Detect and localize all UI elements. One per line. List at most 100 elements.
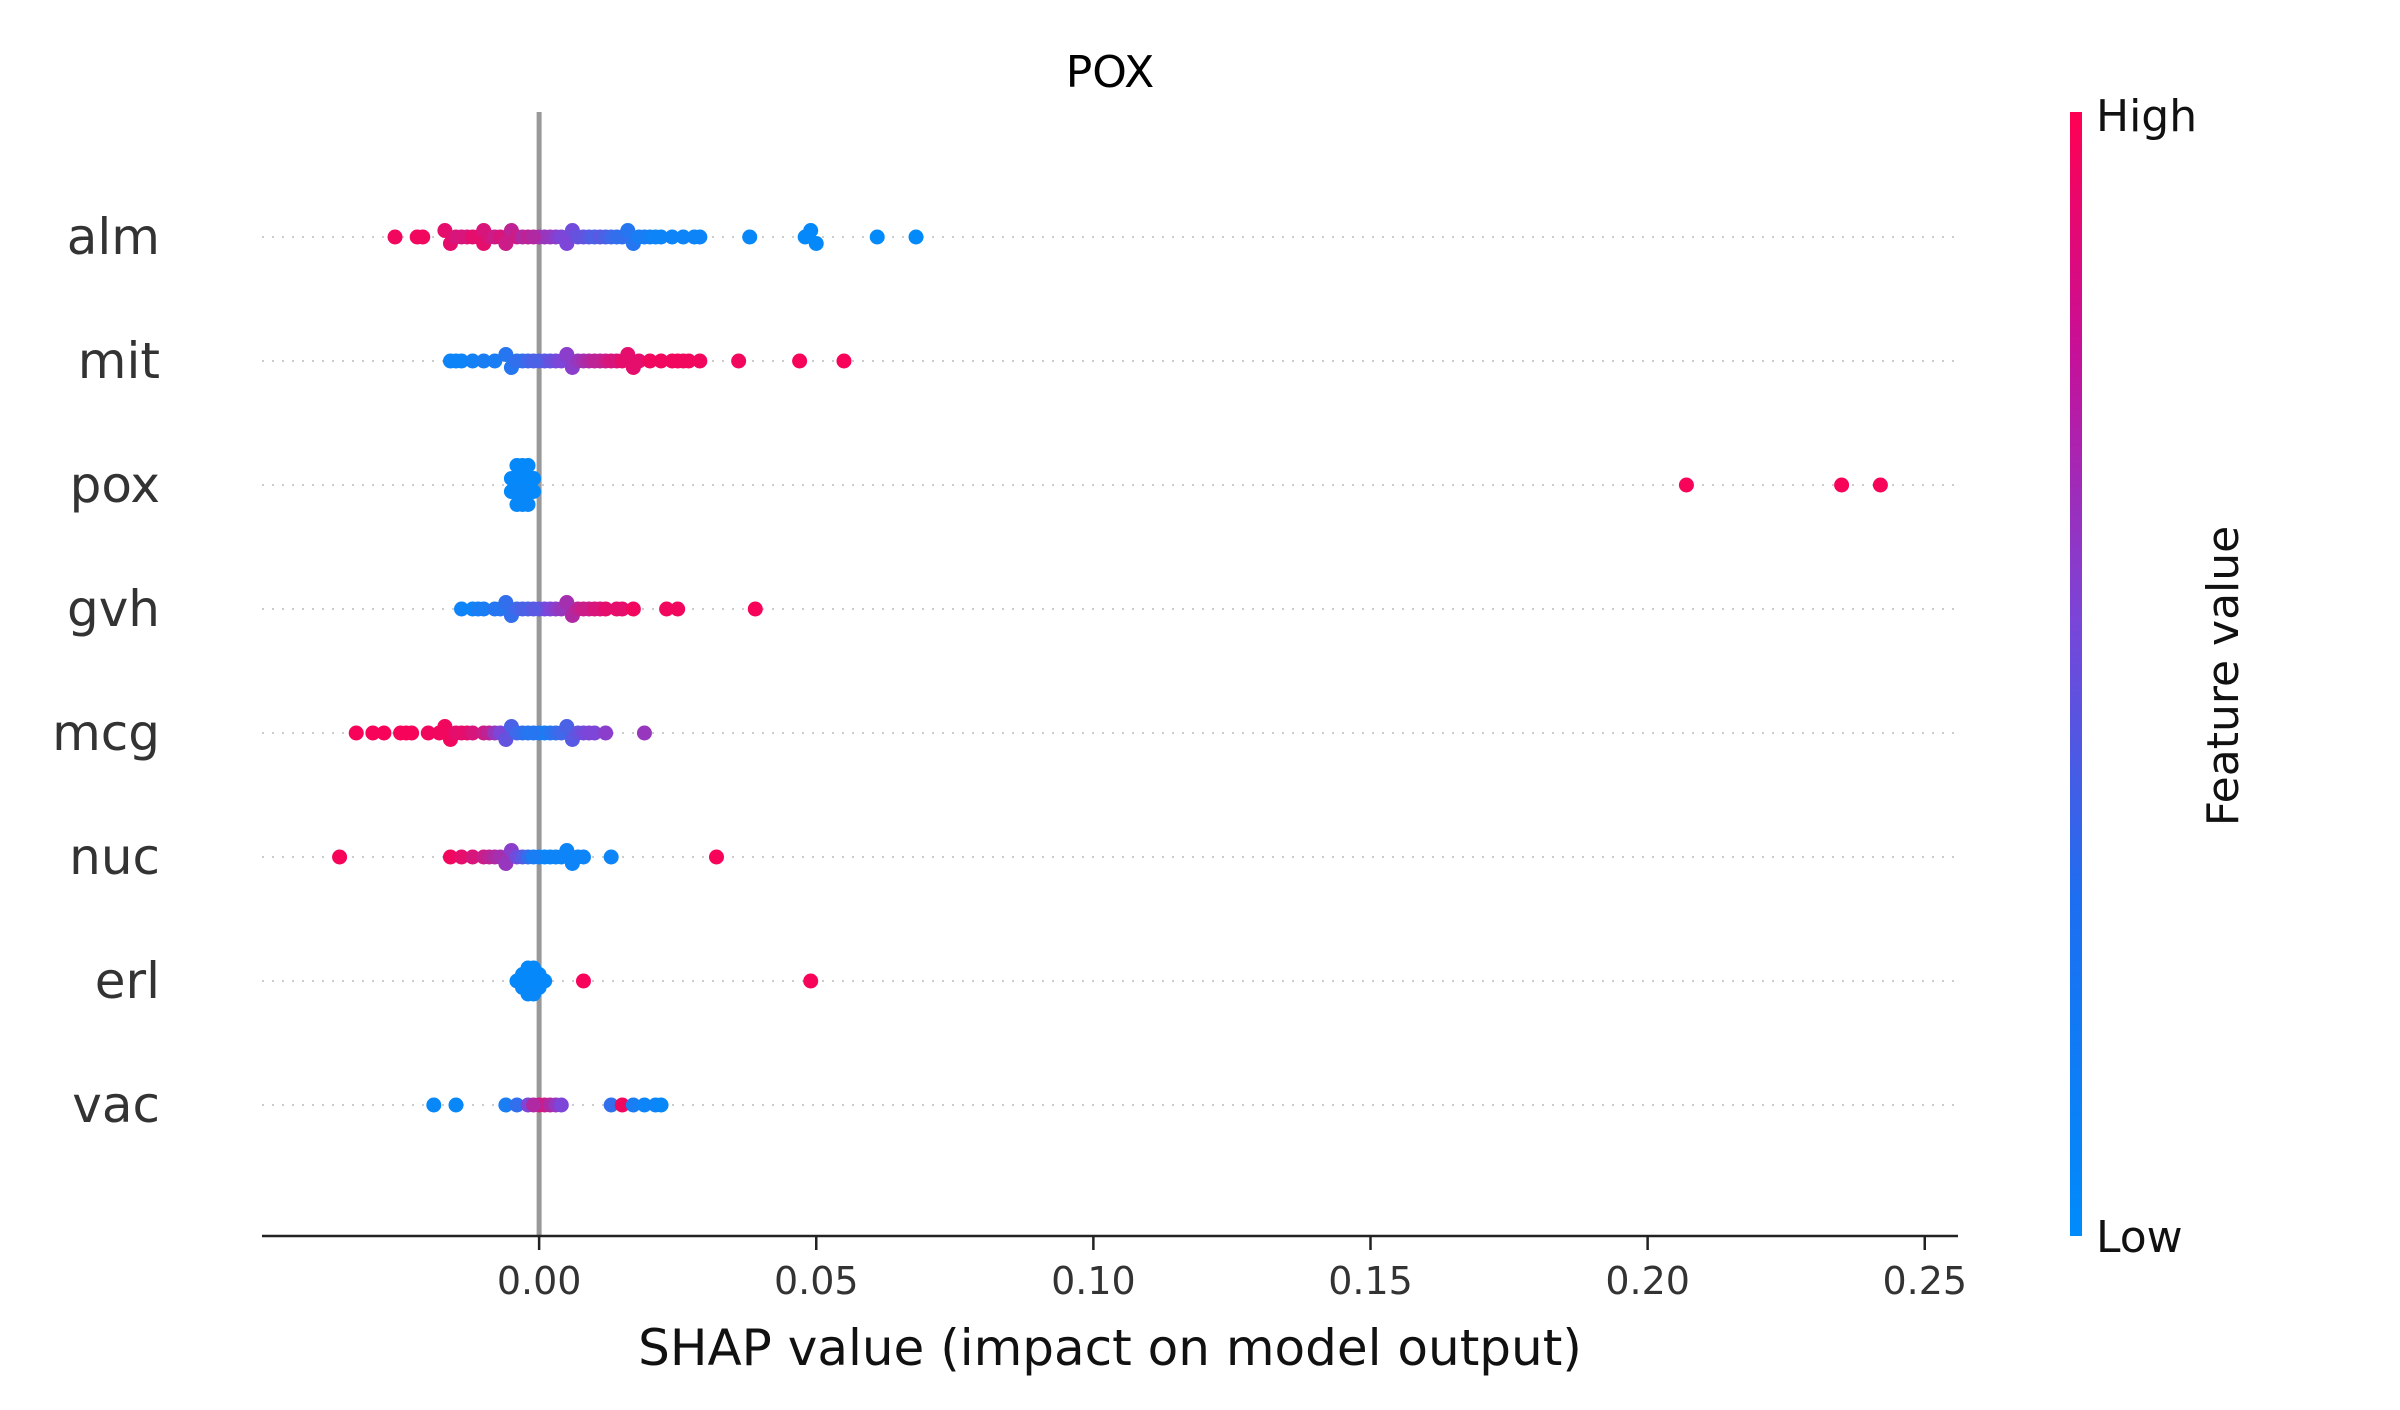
shap-point-vac: [498, 1097, 514, 1113]
shap-point-mit: [731, 353, 747, 369]
shap-point-alm: [675, 229, 691, 245]
shap-point-erl: [803, 973, 819, 989]
shap-point-mit: [836, 353, 852, 369]
shap-point-nuc: [454, 849, 470, 865]
shap-point-nuc: [332, 849, 348, 865]
shap-point-gvh: [625, 601, 641, 617]
feature-label-mcg: mcg: [52, 704, 160, 762]
shap-point-mit: [620, 347, 636, 362]
shap-point-alm: [498, 236, 514, 251]
shap-point-erl: [537, 973, 553, 989]
feature-label-alm: alm: [67, 208, 160, 266]
feature-points-pox: [503, 458, 1888, 512]
feature-label-pox: pox: [70, 456, 160, 514]
shap-point-alm: [803, 223, 819, 238]
shap-point-erl: [526, 960, 542, 976]
shap-point-mit: [526, 353, 542, 369]
shap-point-mcg: [365, 725, 381, 741]
shap-point-vac: [636, 1097, 652, 1113]
shap-point-mit: [792, 353, 808, 369]
feature-points-mit: [442, 347, 852, 375]
shap-point-alm: [908, 229, 924, 245]
feature-points-erl: [509, 960, 819, 1002]
shap-point-alm: [742, 229, 758, 245]
shap-point-gvh: [454, 601, 470, 617]
x-tick-label: 0.20: [1605, 1259, 1690, 1303]
shap-point-mcg: [420, 725, 436, 741]
feature-points-mcg: [348, 719, 652, 747]
x-axis-label: SHAP value (impact on model output): [638, 1319, 1582, 1377]
shap-point-mit: [559, 347, 575, 362]
shap-point-erl: [575, 973, 591, 989]
shap-point-nuc: [575, 849, 591, 865]
feature-points-gvh: [454, 595, 763, 623]
colorbar-title: Feature value: [2198, 526, 2249, 826]
shap-point-nuc: [442, 849, 458, 865]
shap-point-mit: [653, 353, 669, 369]
x-tick-label: 0.15: [1328, 1259, 1413, 1303]
shap-point-gvh: [526, 601, 542, 617]
shap-point-mcg: [587, 725, 603, 741]
shap-point-mit: [487, 353, 503, 369]
feature-points-alm: [387, 223, 924, 251]
shap-point-pox: [526, 484, 542, 499]
shap-point-pox: [1834, 477, 1850, 493]
colorbar-low-label: Low: [2096, 1212, 2183, 1263]
shap-point-gvh: [598, 601, 614, 617]
x-axis-ticks: 0.00 0.05 0.10 0.15 0.20 0.25: [497, 1236, 1967, 1303]
shap-point-alm: [437, 223, 453, 238]
x-tick-label: 0.00: [497, 1259, 582, 1303]
shap-point-gvh: [498, 595, 514, 610]
shap-point-gvh: [659, 601, 675, 617]
shap-point-mit: [476, 353, 492, 369]
feature-label-mit: mit: [78, 332, 160, 390]
chart-title: POX: [1066, 47, 1155, 98]
shap-point-vac: [553, 1097, 569, 1113]
shap-point-mcg: [376, 725, 392, 741]
feature-label-nuc: nuc: [69, 828, 160, 886]
shap-point-vac: [614, 1097, 630, 1113]
shap-point-mit: [465, 353, 481, 369]
shap-point-mcg: [465, 725, 481, 741]
shap-point-alm: [526, 229, 542, 245]
shap-point-nuc: [559, 843, 575, 858]
shap-point-alm: [692, 229, 708, 245]
shap-point-pox: [526, 471, 542, 486]
shap-point-erl: [526, 973, 542, 989]
shap-point-gvh: [747, 601, 763, 617]
shap-point-vac: [625, 1097, 641, 1113]
x-tick-label: 0.25: [1882, 1259, 1967, 1303]
shap-point-vac: [509, 1097, 525, 1113]
shap-point-erl: [526, 986, 542, 1002]
shap-point-alm: [620, 223, 636, 238]
shap-point-gvh: [476, 601, 492, 617]
shap-point-alm: [415, 229, 431, 245]
shap-point-gvh: [614, 601, 630, 617]
shap-point-mcg: [404, 725, 420, 741]
shap-point-mcg: [636, 725, 652, 741]
shap-point-mit: [681, 353, 697, 369]
shap-point-vac: [526, 1097, 542, 1113]
feature-label-gvh: gvh: [67, 580, 160, 638]
feature-points-nuc: [332, 843, 724, 871]
shap-point-mit: [692, 353, 708, 369]
shap-point-mit: [631, 353, 647, 369]
shap-point-nuc: [498, 856, 514, 871]
shap-point-alm: [653, 229, 669, 245]
shap-point-nuc: [465, 849, 481, 865]
x-tick-label: 0.10: [1051, 1259, 1136, 1303]
shap-point-nuc: [708, 849, 724, 865]
feature-labels: alm mit pox gvh mcg nuc erl vac: [52, 208, 160, 1134]
shap-points: [332, 223, 1888, 1113]
shap-point-mcg: [526, 725, 542, 741]
shap-point-mit: [498, 347, 514, 362]
shap-point-mit: [642, 353, 658, 369]
shap-point-vac: [603, 1097, 619, 1113]
shap-point-pox: [520, 458, 536, 473]
shap-point-pox: [1872, 477, 1888, 493]
shap-point-nuc: [603, 849, 619, 865]
shap-point-mcg: [348, 725, 364, 741]
feature-label-vac: vac: [72, 1076, 160, 1134]
shap-point-mcg: [437, 719, 453, 734]
